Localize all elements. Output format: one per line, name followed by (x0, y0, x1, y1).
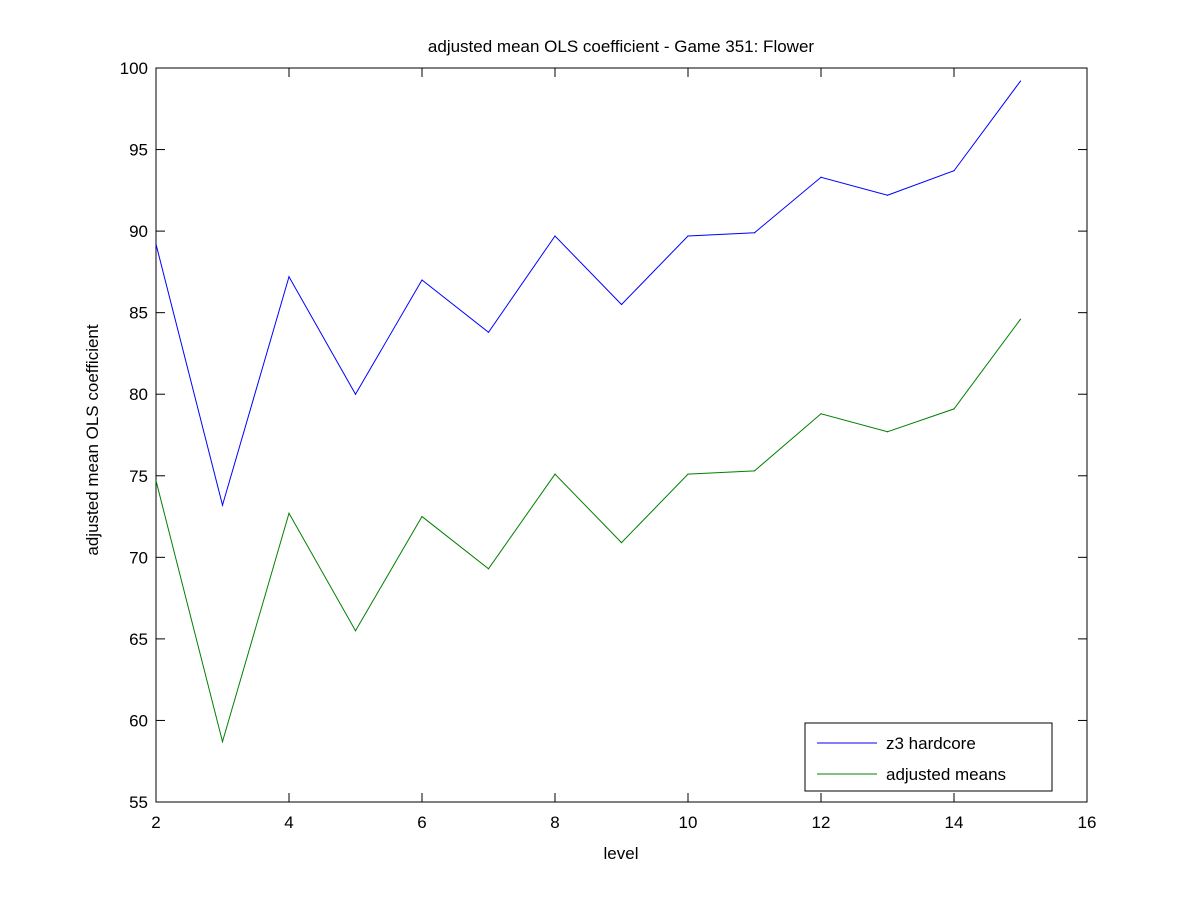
y-tick-label: 80 (129, 385, 148, 404)
x-tick-label: 4 (284, 813, 293, 832)
y-tick-label: 70 (129, 548, 148, 567)
chart-title: adjusted mean OLS coefficient - Game 351… (428, 37, 814, 56)
data-point (753, 470, 756, 472)
y-tick-label: 85 (129, 304, 148, 323)
data-point (753, 232, 756, 234)
data-point (886, 431, 889, 433)
plot-area (155, 67, 1088, 803)
data-point (288, 512, 290, 514)
data-point (354, 393, 357, 395)
axis-ticks: 2 4 6 8 10 12 14 16 55 60 65 70 75 80 85 90 95 100 (120, 59, 1097, 832)
y-tick-label: 60 (129, 711, 148, 730)
data-point (554, 235, 556, 237)
series-line-0 (155, 80, 1021, 508)
x-tick-label: 10 (679, 813, 698, 832)
data-point (820, 176, 822, 178)
data-point (886, 194, 889, 196)
y-tick-label: 65 (129, 630, 148, 649)
data-point (487, 331, 490, 333)
data-point (221, 741, 224, 743)
series-line-1 (155, 318, 1021, 744)
legend-label: adjusted means (886, 765, 1006, 784)
x-tick-label: 16 (1078, 813, 1097, 832)
data-point (687, 473, 689, 475)
x-tick-label: 8 (550, 813, 559, 832)
data-point (687, 235, 689, 237)
data-point (1019, 318, 1022, 320)
legend-label: z3 hardcore (886, 734, 976, 753)
data-point (155, 480, 157, 482)
data-point (554, 473, 556, 475)
legend: z3 hardcore adjusted means (804, 722, 1053, 792)
y-tick-label: 90 (129, 222, 148, 241)
data-point (620, 303, 623, 306)
x-axis-label: level (604, 844, 639, 863)
y-tick-label: 100 (120, 59, 148, 78)
data-point (487, 568, 490, 570)
series-lines (155, 80, 1022, 744)
data-point (155, 243, 157, 245)
x-tick-label: 2 (151, 813, 160, 832)
data-point (953, 408, 955, 410)
data-point (421, 515, 423, 518)
data-point (953, 170, 955, 172)
data-point (820, 413, 822, 415)
x-tick-label: 14 (945, 813, 964, 832)
x-tick-label: 12 (812, 813, 831, 832)
data-point (620, 542, 623, 544)
data-point (421, 279, 423, 281)
legend-box (804, 722, 1053, 792)
y-axis-label: adjusted mean OLS coefficient (83, 324, 102, 555)
y-tick-label: 95 (129, 141, 148, 160)
y-tick-label: 75 (129, 467, 148, 486)
data-point (1019, 80, 1022, 82)
data-point (221, 504, 224, 506)
data-point (288, 276, 290, 278)
y-tick-label: 55 (129, 793, 148, 812)
x-tick-label: 6 (417, 813, 426, 832)
data-point (354, 630, 357, 632)
